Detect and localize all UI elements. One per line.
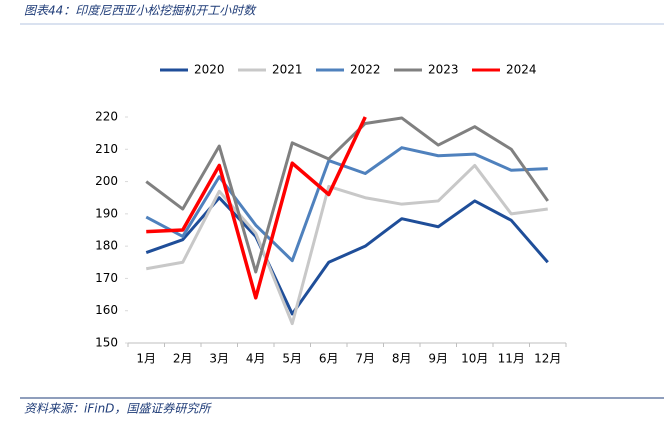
legend-label: 2024	[506, 63, 537, 77]
y-tick-label: 170	[95, 271, 118, 285]
x-tick-label: 4月	[246, 352, 266, 366]
legend-label: 2020	[194, 63, 225, 77]
source: 资料来源：iFinD，国盛证券研究所	[24, 402, 212, 416]
x-tick-label: 2月	[173, 352, 193, 366]
legend-label: 2023	[428, 63, 459, 77]
y-tick-label: 160	[95, 303, 118, 317]
x-tick-label: 10月	[461, 352, 488, 366]
y-tick-label: 200	[95, 174, 118, 188]
x-tick-label: 11月	[498, 352, 525, 366]
y-tick-label: 190	[95, 206, 118, 220]
y-tick-label: 220	[95, 110, 118, 124]
x-tick-label: 1月	[136, 352, 156, 366]
y-tick-label: 210	[95, 142, 118, 156]
x-tick-label: 7月	[355, 352, 375, 366]
series-line	[145, 146, 548, 263]
x-tick-label: 9月	[428, 352, 448, 366]
x-tick-label: 8月	[392, 352, 412, 366]
series-line	[145, 116, 549, 274]
y-tick-label: 150	[95, 336, 118, 350]
y-tick-label: 180	[95, 239, 118, 253]
legend-label: 2021	[272, 63, 303, 77]
series-line	[145, 163, 548, 326]
x-tick-label: 6月	[319, 352, 339, 366]
x-tick-label: 3月	[209, 352, 229, 366]
legend-label: 2022	[350, 63, 381, 77]
series-line	[146, 116, 367, 300]
x-tick-label: 12月	[534, 352, 561, 366]
x-tick-label: 5月	[282, 352, 302, 366]
chart-title: 图表44：印度尼西亚小松挖掘机开工小时数	[24, 4, 257, 18]
